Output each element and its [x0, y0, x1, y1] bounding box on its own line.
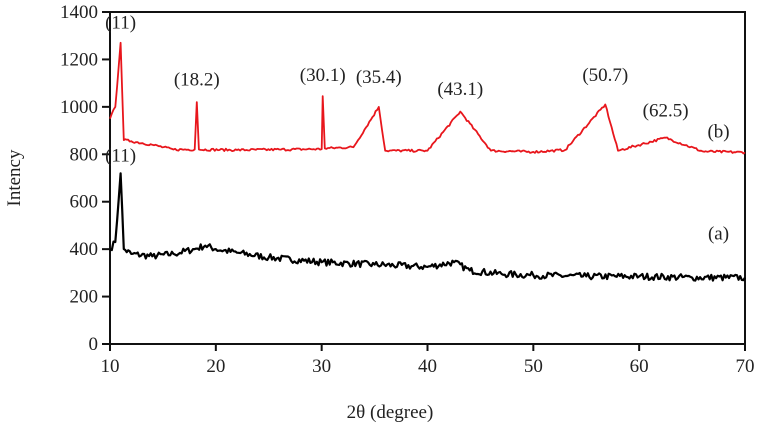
y-tick-label: 1000 [60, 97, 98, 118]
series-lines [109, 41, 746, 282]
y-tick-label: 1200 [60, 49, 98, 70]
peak-label: (35.4) [356, 67, 402, 88]
y-tick-label: 800 [70, 144, 99, 165]
x-tick-label: 30 [312, 356, 331, 377]
peak-label: (11) [105, 145, 136, 166]
y-axis: 0 200 400 600 800 1000 1200 1400 [60, 2, 110, 355]
series-b-line [109, 41, 746, 155]
peak-label: (43.1) [437, 79, 483, 100]
x-tick-label: 20 [206, 356, 225, 377]
peak-label: (50.7) [582, 65, 628, 86]
y-tick-label: 0 [89, 334, 99, 355]
plot-frame [109, 11, 746, 345]
peak-annotations: (11) (18.2) (30.1) (35.4) (43.1) (50.7) (62.5)… [105, 13, 730, 245]
x-tick-label: 70 [736, 356, 755, 377]
y-tick-label: 1400 [60, 2, 98, 23]
y-tick-label: 400 [70, 239, 99, 260]
peak-label: (62.5) [643, 100, 689, 121]
y-axis-title: Intency [4, 149, 25, 206]
x-tick-label: 10 [101, 356, 120, 377]
peak-label: (18.2) [174, 70, 220, 91]
peak-label: (b) [707, 122, 729, 143]
x-tick-label: 60 [630, 356, 649, 377]
x-axis-title: 2θ (degree) [347, 402, 434, 423]
peak-label: (a) [708, 224, 729, 245]
x-axis: 10 20 30 40 50 60 70 [101, 344, 755, 377]
plot-border [109, 11, 746, 345]
series-a-line [109, 172, 746, 282]
peak-label: (30.1) [300, 65, 346, 86]
y-tick-label: 200 [70, 287, 99, 308]
peak-label: (11) [105, 13, 136, 34]
x-tick-label: 40 [418, 356, 437, 377]
x-tick-label: 50 [524, 356, 543, 377]
y-tick-label: 600 [70, 192, 99, 213]
